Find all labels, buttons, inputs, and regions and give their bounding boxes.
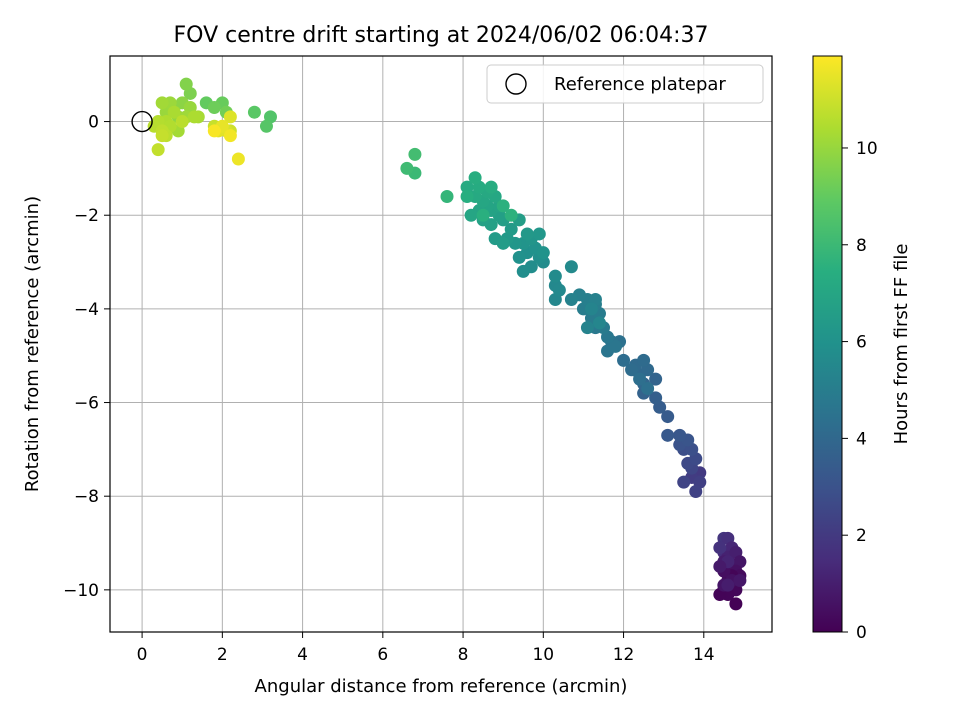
data-point	[649, 372, 663, 386]
data-point	[564, 260, 578, 274]
data-point	[580, 321, 594, 335]
x-tick-label: 4	[297, 645, 308, 665]
colorbar-tick-label: 2	[856, 526, 867, 546]
y-tick-label: −10	[63, 581, 99, 601]
data-point	[460, 180, 474, 194]
legend: Reference platepar	[486, 64, 764, 104]
data-point	[733, 573, 747, 587]
data-point	[689, 485, 703, 499]
legend-box	[486, 64, 764, 104]
data-point	[713, 559, 727, 573]
data-point	[179, 77, 193, 91]
data-point	[625, 363, 639, 377]
data-point	[476, 208, 490, 222]
legend-entry-reference-platepar: Reference platepar	[554, 74, 726, 95]
plot-frame	[109, 55, 773, 633]
data-point	[633, 372, 647, 386]
data-point	[155, 96, 169, 110]
chart-title: FOV centre drift starting at 2024/06/02 …	[174, 23, 709, 48]
data-point	[713, 541, 727, 555]
x-tick-label: 0	[137, 645, 148, 665]
grid-lines	[110, 56, 772, 632]
x-tick-label: 6	[377, 645, 388, 665]
data-point	[151, 143, 165, 157]
data-point	[468, 171, 482, 185]
colorbar-tick-label: 0	[856, 623, 867, 643]
data-point	[484, 180, 498, 194]
data-point	[504, 222, 518, 236]
data-point	[175, 115, 189, 129]
colorbar	[812, 55, 843, 633]
data-point	[532, 227, 546, 241]
data-point	[673, 428, 687, 442]
data-point	[516, 264, 530, 278]
y-tick-label: −8	[74, 487, 99, 507]
x-tick-label: 10	[532, 645, 554, 665]
colorbar-ticks: 0 2 4 6 8 10	[842, 139, 878, 643]
colorbar-label: Hours from first FF file	[891, 244, 912, 445]
x-tick-label: 14	[693, 645, 715, 665]
colorbar-tick-label: 4	[856, 429, 867, 449]
x-axis-ticks: 0 2 4 6 8 10 12 14	[137, 632, 715, 665]
data-point	[496, 236, 510, 250]
x-tick-label: 2	[217, 645, 228, 665]
data-point	[617, 353, 631, 367]
data-point	[661, 428, 675, 442]
data-point	[564, 293, 578, 307]
data-point	[223, 110, 237, 124]
x-tick-label: 8	[458, 645, 469, 665]
data-point	[207, 124, 221, 138]
data-point	[677, 475, 691, 489]
data-point	[259, 119, 273, 133]
colorbar-tick-label: 6	[856, 333, 867, 353]
y-tick-label: −6	[74, 394, 99, 414]
data-point	[536, 246, 550, 260]
data-point	[637, 353, 651, 367]
y-tick-label: −2	[74, 206, 99, 226]
data-point	[167, 105, 181, 119]
data-point	[609, 339, 623, 353]
data-points	[131, 77, 747, 611]
data-point	[187, 110, 201, 124]
data-point	[548, 269, 562, 283]
data-point	[661, 410, 675, 424]
y-tick-label: 0	[88, 113, 99, 133]
data-point	[231, 152, 245, 166]
data-point	[552, 283, 566, 297]
data-point	[496, 199, 510, 213]
data-point	[512, 250, 526, 264]
data-point	[408, 147, 422, 161]
x-tick-label: 12	[613, 645, 635, 665]
data-point	[641, 381, 655, 395]
y-axis-label: Rotation from reference (arcmin)	[22, 196, 43, 492]
data-point	[729, 597, 743, 611]
data-point	[584, 302, 598, 316]
y-tick-label: −4	[74, 300, 99, 320]
data-point	[247, 105, 261, 119]
data-point	[223, 129, 237, 143]
reference-platepar-marker	[131, 110, 153, 133]
data-point	[155, 129, 169, 143]
data-point	[207, 101, 221, 115]
data-point	[440, 189, 454, 203]
data-point	[504, 208, 518, 222]
data-point	[460, 189, 474, 203]
colorbar-tick-label: 10	[856, 139, 878, 159]
data-point	[400, 161, 414, 175]
legend-marker-reference	[505, 73, 527, 95]
data-point	[649, 391, 663, 405]
y-axis-ticks: 0 −2 −4 −6 −8 −10	[63, 113, 110, 601]
x-axis-label: Angular distance from reference (arcmin)	[255, 676, 628, 697]
data-point	[592, 316, 606, 330]
data-point	[464, 208, 478, 222]
data-point	[721, 578, 735, 592]
colorbar-tick-label: 8	[856, 236, 867, 256]
data-point	[520, 227, 534, 241]
